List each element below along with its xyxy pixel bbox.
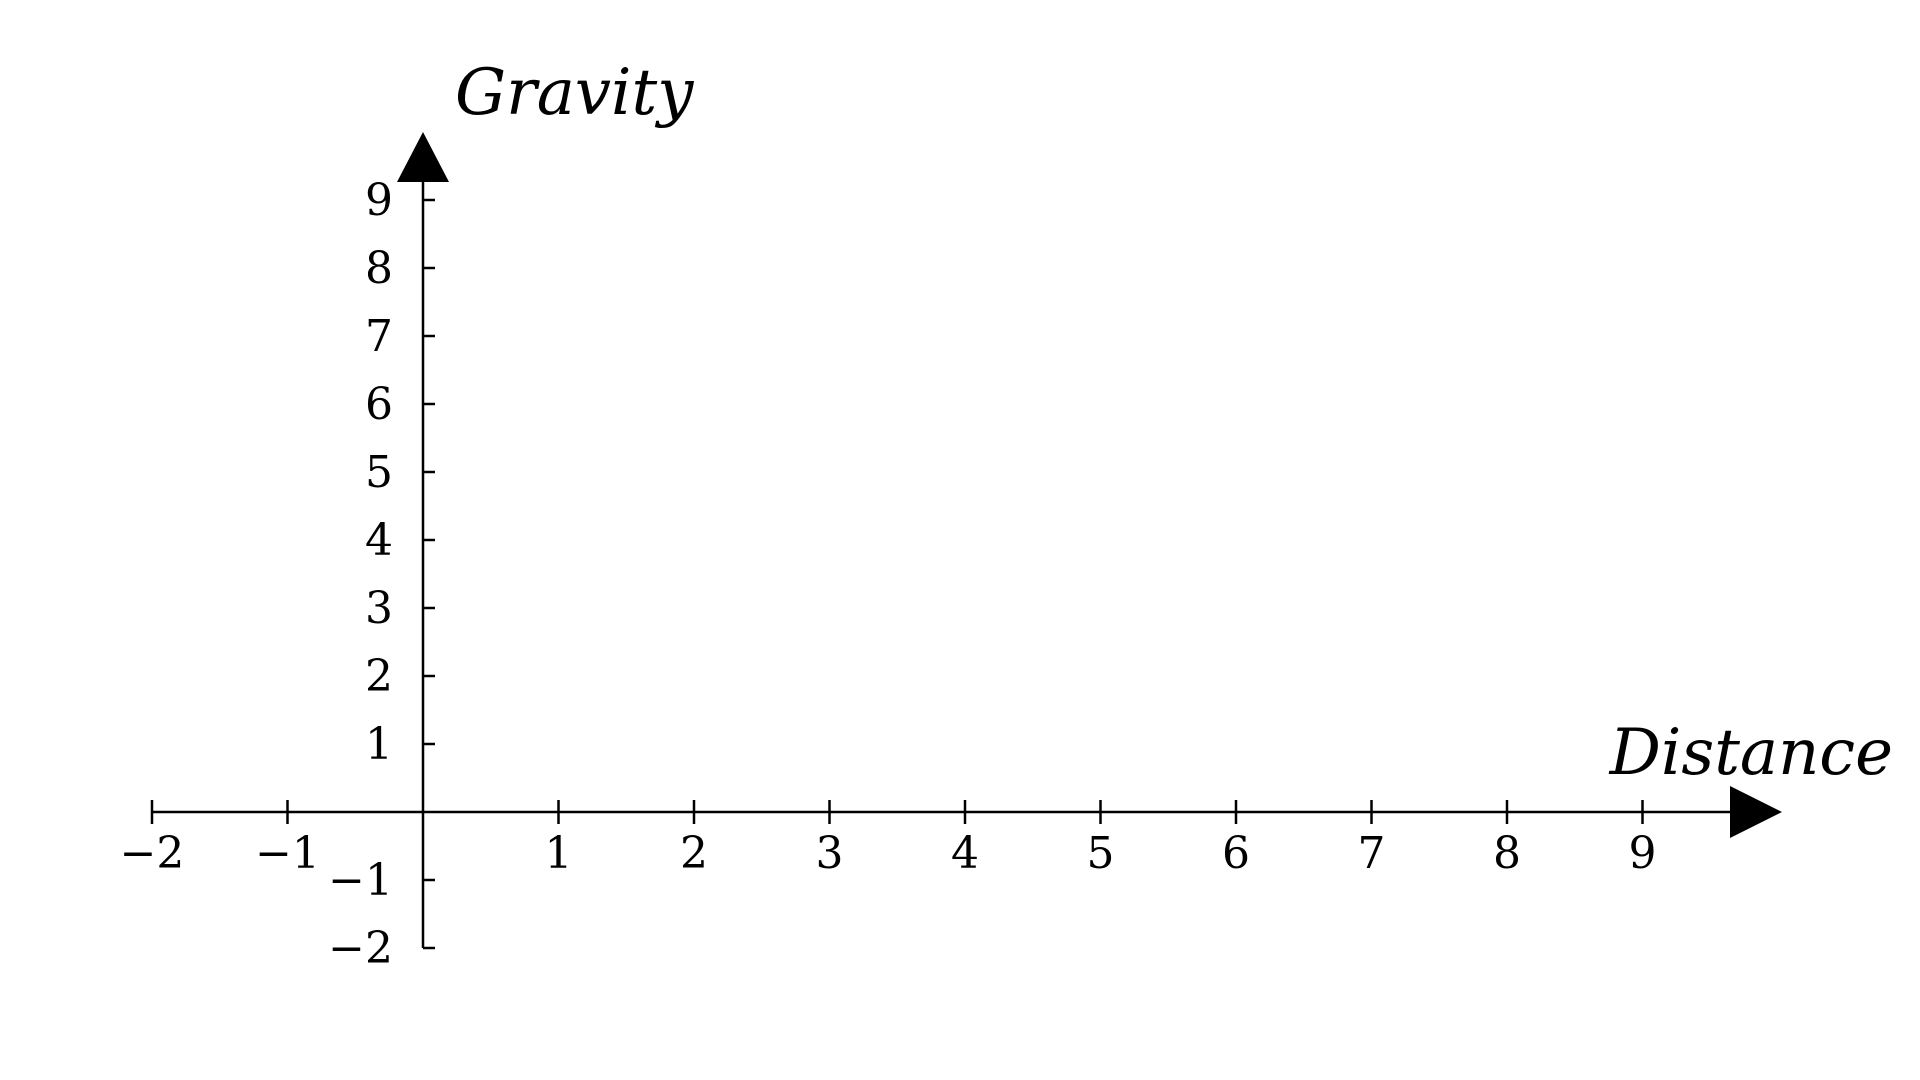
y-tick-label: 1 xyxy=(365,719,393,770)
y-tick-label: 4 xyxy=(365,515,393,566)
x-axis-title: Distance xyxy=(1609,716,1893,790)
x-axis-arrow-icon xyxy=(1730,786,1782,838)
y-tick-label: −1 xyxy=(328,855,393,906)
x-tick-label: 2 xyxy=(680,828,708,879)
x-tick-label: 1 xyxy=(545,828,573,879)
x-axis-ticks: −2 −1 1 2 3 4 5 6 7 8 9 xyxy=(120,800,1657,879)
x-tick-label: 5 xyxy=(1087,828,1115,879)
y-tick-label: 2 xyxy=(365,651,393,702)
x-tick-label: 6 xyxy=(1222,828,1250,879)
y-axis-arrow-icon xyxy=(397,132,449,182)
y-tick-label: 3 xyxy=(365,583,393,634)
y-tick-label: 7 xyxy=(365,311,393,362)
x-tick-label: 8 xyxy=(1493,828,1521,879)
y-tick-label: 5 xyxy=(365,447,393,498)
y-tick-label: −2 xyxy=(328,923,393,974)
y-axis-ticks: −2 −1 1 2 3 4 5 6 7 8 9 xyxy=(328,175,435,974)
x-tick-label: 4 xyxy=(951,828,979,879)
y-tick-label: 6 xyxy=(365,379,393,430)
axes xyxy=(152,132,1782,948)
x-tick-label: 3 xyxy=(816,828,844,879)
x-tick-label: −1 xyxy=(255,828,320,879)
x-tick-label: −2 xyxy=(120,828,185,879)
y-axis-title: Gravity xyxy=(455,56,694,130)
y-tick-label: 8 xyxy=(365,243,393,294)
x-tick-label: 9 xyxy=(1629,828,1657,879)
x-tick-label: 7 xyxy=(1358,828,1386,879)
y-tick-label: 9 xyxy=(365,175,393,226)
